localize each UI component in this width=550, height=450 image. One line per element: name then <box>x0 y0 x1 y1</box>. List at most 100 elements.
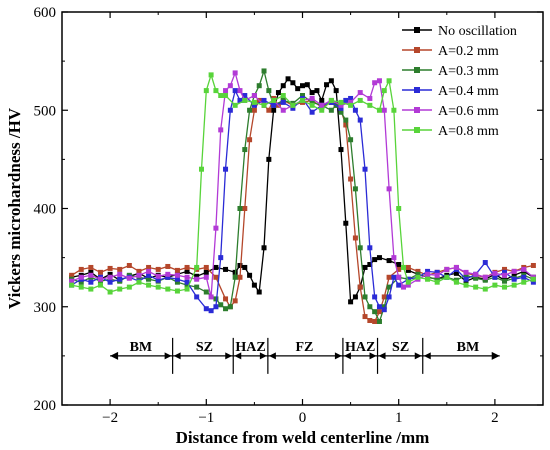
data-point <box>78 279 84 285</box>
legend-marker <box>414 47 420 53</box>
data-point <box>194 273 200 279</box>
data-point <box>482 286 488 292</box>
data-point <box>362 166 368 172</box>
data-point <box>521 274 527 280</box>
data-point <box>338 99 344 105</box>
data-point <box>218 302 224 308</box>
data-point <box>381 304 387 310</box>
data-point <box>391 274 397 280</box>
y-tick-label: 500 <box>34 103 57 119</box>
data-point <box>165 274 171 280</box>
data-point <box>136 279 142 285</box>
data-point <box>405 267 411 273</box>
data-point <box>444 266 450 272</box>
data-point <box>242 264 248 270</box>
data-point <box>251 282 257 288</box>
region-arrowhead <box>234 352 242 360</box>
data-point <box>425 271 431 277</box>
legend-marker <box>414 67 420 73</box>
data-point <box>174 267 180 273</box>
data-point <box>376 304 382 310</box>
data-point <box>223 166 229 172</box>
data-point <box>165 263 171 269</box>
data-point <box>511 272 517 278</box>
data-point <box>223 296 229 302</box>
data-point <box>304 82 310 88</box>
data-point <box>261 97 267 103</box>
data-point <box>376 78 382 84</box>
data-point <box>376 107 382 113</box>
data-point <box>237 88 243 94</box>
data-point <box>223 88 229 94</box>
legend-label: A=0.6 mm <box>438 104 499 119</box>
data-point <box>352 294 358 300</box>
region-arrowhead <box>164 352 172 360</box>
data-point <box>324 82 330 88</box>
data-point <box>482 260 488 266</box>
data-point <box>405 279 411 285</box>
data-point <box>502 272 508 278</box>
data-point <box>343 220 349 226</box>
data-point <box>309 102 315 108</box>
region-label: FZ <box>295 340 313 355</box>
region-arrowhead <box>334 352 342 360</box>
data-point <box>367 102 373 108</box>
data-point <box>415 271 421 277</box>
data-point <box>184 279 190 285</box>
data-point <box>309 95 315 101</box>
data-point <box>271 102 277 108</box>
data-point <box>242 93 248 99</box>
region-arrowhead <box>414 352 422 360</box>
data-point <box>232 70 238 76</box>
data-point <box>271 107 277 113</box>
data-point <box>251 93 257 99</box>
data-point <box>333 88 339 94</box>
data-point <box>425 276 431 282</box>
y-tick-label: 200 <box>34 398 57 414</box>
data-point <box>218 93 224 99</box>
data-point <box>357 245 363 251</box>
y-axis-title: Vickers microhardness /HV <box>5 107 24 309</box>
data-point <box>78 284 84 290</box>
data-point <box>372 309 378 315</box>
x-tick-label: −2 <box>102 410 118 426</box>
data-point <box>396 274 402 280</box>
data-point <box>107 271 113 277</box>
data-point <box>521 266 527 272</box>
legend-label: A=0.3 mm <box>438 64 499 79</box>
data-point <box>256 83 262 89</box>
region-arrowhead <box>225 352 233 360</box>
data-point <box>328 78 334 84</box>
y-tick-label: 300 <box>34 300 57 316</box>
data-point <box>405 264 411 270</box>
data-point <box>290 105 296 111</box>
data-point <box>362 294 368 300</box>
data-point <box>208 308 214 314</box>
data-point <box>482 277 488 283</box>
data-point <box>386 274 392 280</box>
data-point <box>434 279 440 285</box>
data-point <box>280 99 286 105</box>
region-arrowhead <box>268 352 276 360</box>
data-point <box>328 107 334 113</box>
data-point <box>502 266 508 272</box>
data-point <box>473 284 479 290</box>
data-point <box>376 255 382 261</box>
data-point <box>300 83 305 89</box>
region-label: HAZ <box>235 340 265 355</box>
data-point <box>247 107 253 113</box>
data-point <box>203 289 209 295</box>
data-point <box>367 95 373 101</box>
data-point <box>453 264 459 270</box>
x-tick-label: 1 <box>395 410 403 426</box>
data-point <box>285 76 291 82</box>
data-point <box>227 304 233 310</box>
data-point <box>338 102 344 108</box>
data-point <box>434 272 440 278</box>
data-point <box>309 109 315 115</box>
data-point <box>348 99 354 105</box>
data-point <box>223 266 229 272</box>
data-point <box>117 286 123 292</box>
data-point <box>357 284 363 290</box>
data-point <box>386 78 392 84</box>
